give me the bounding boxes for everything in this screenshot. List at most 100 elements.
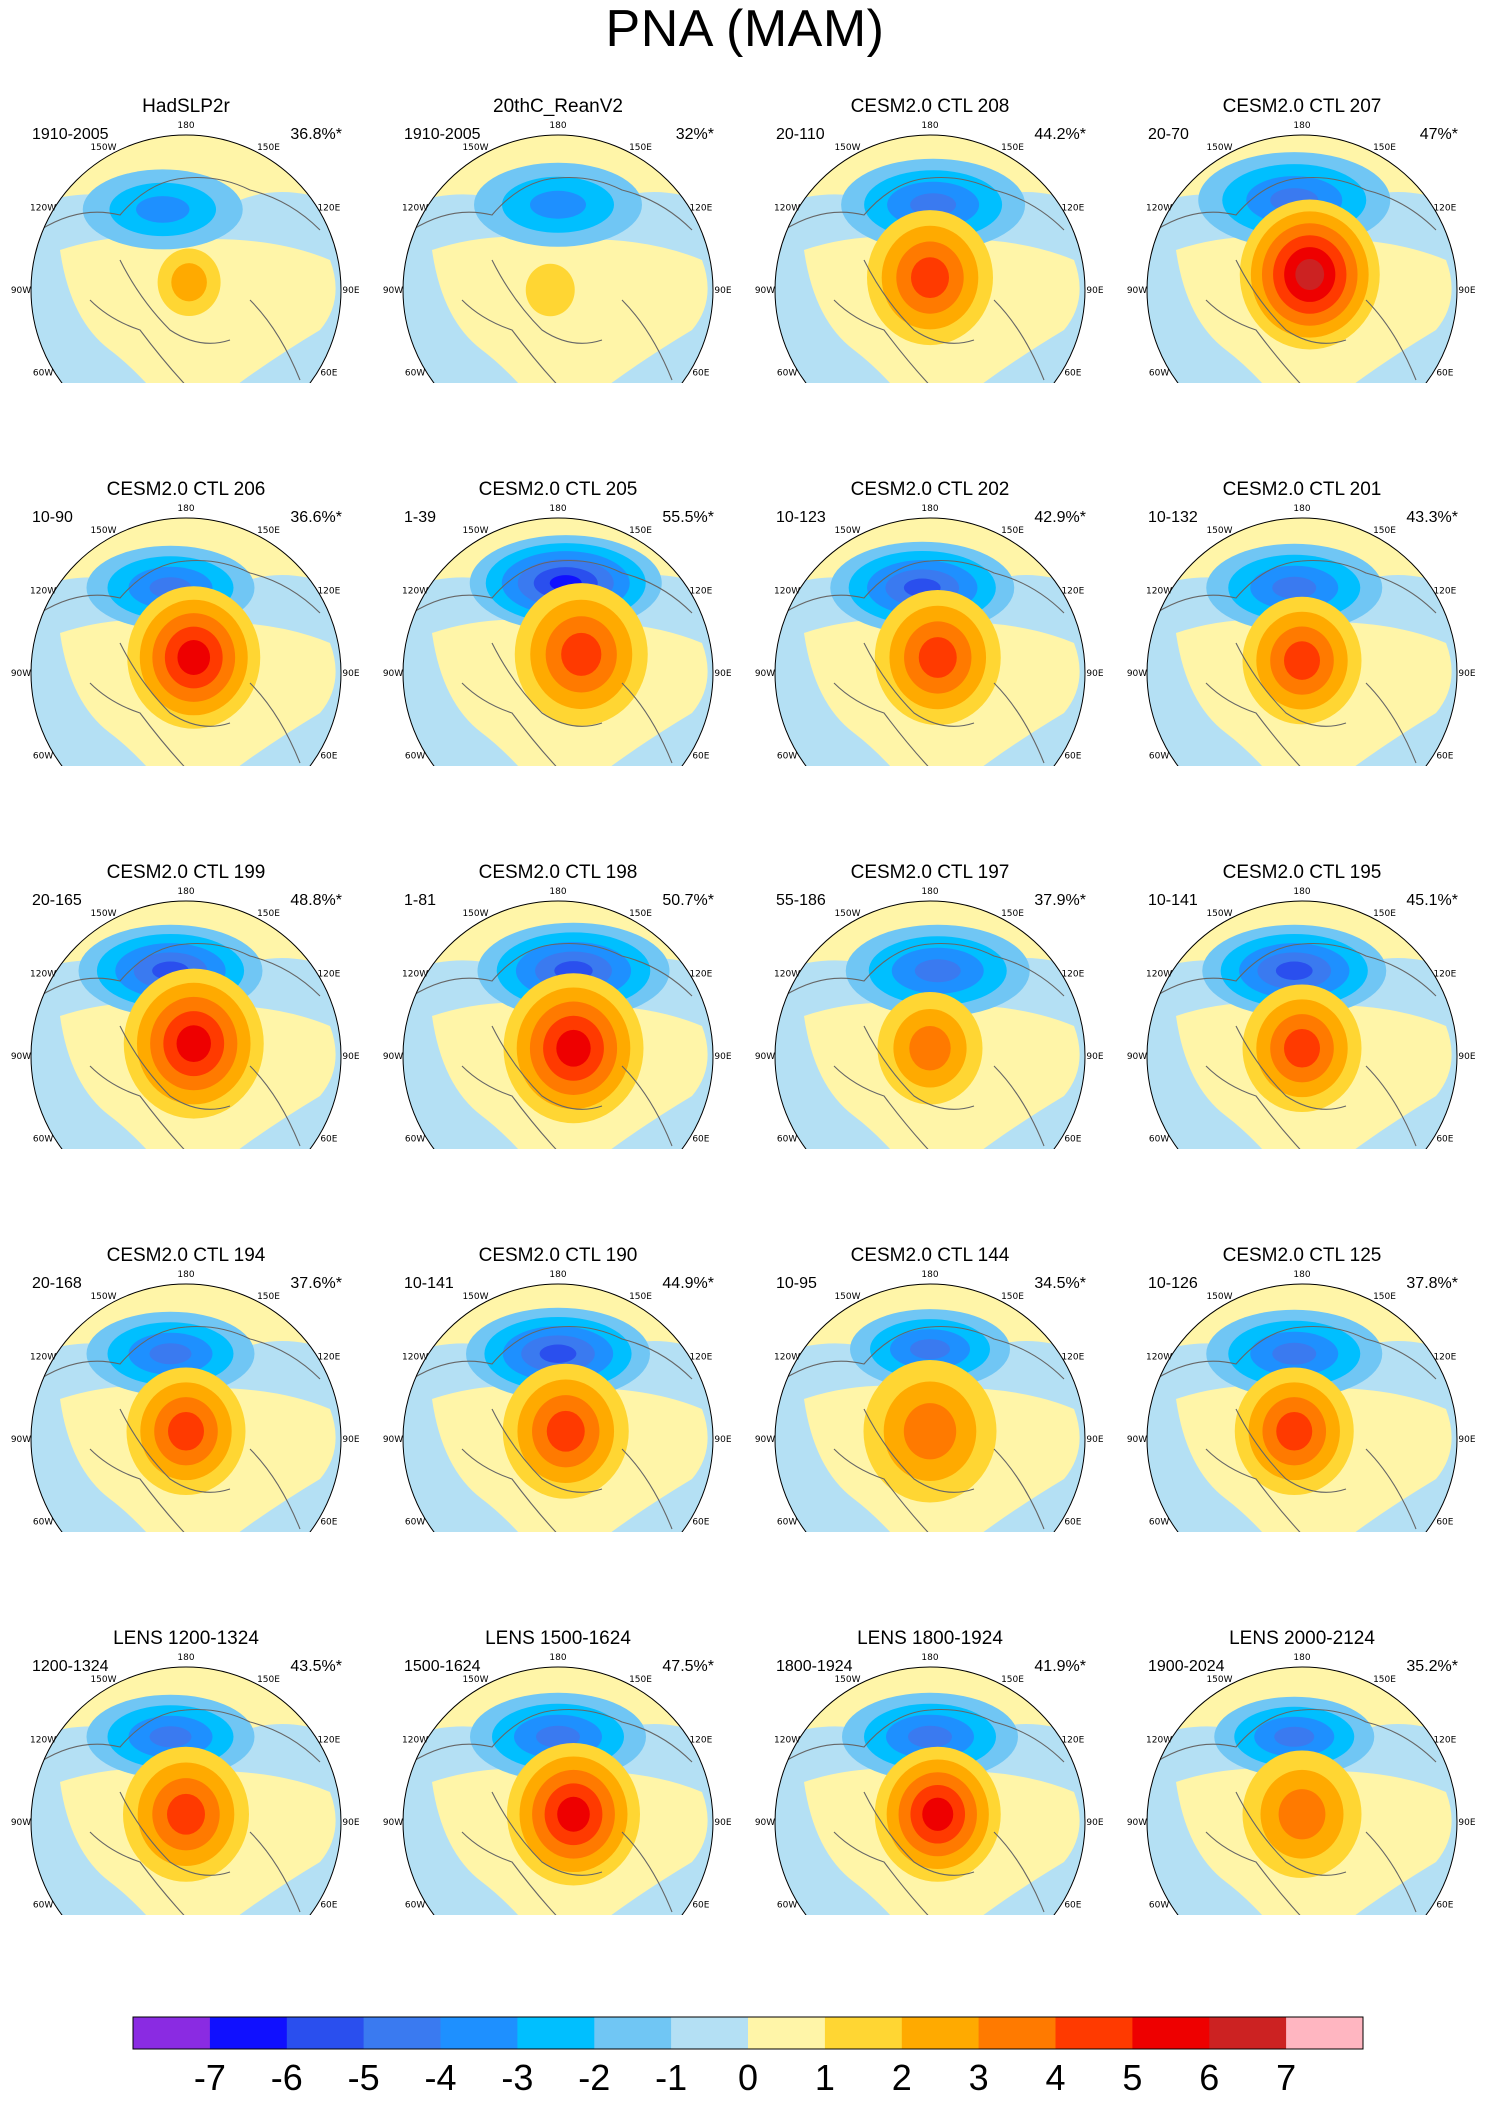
longitude-label: 120E <box>1061 1353 1084 1363</box>
colorbar-tick-label: -5 <box>347 2057 380 2098</box>
positive-contour <box>168 1411 204 1451</box>
map-boundary <box>30 900 342 1149</box>
panel-period: 1900-2024 <box>1148 1658 1225 1675</box>
panel-title: CESM2.0 CTL 199 <box>106 862 266 883</box>
colorbar-bin <box>748 2017 826 2049</box>
longitude-label: 150E <box>257 143 280 153</box>
longitude-label: 120W <box>30 1736 56 1746</box>
panel-period: 20-168 <box>32 1275 82 1292</box>
longitude-label: 150W <box>462 1675 488 1685</box>
positive-band-north <box>775 1667 1085 1742</box>
polar-map: 180150E120E90E60E30E030W60W90W120W150W <box>755 887 1104 1149</box>
longitude-label: 120W <box>774 1736 800 1746</box>
coastlines <box>39 177 321 383</box>
positive-band-center <box>804 1002 1080 1149</box>
panel-title: CESM2.0 CTL 202 <box>850 479 1010 500</box>
negative-contour <box>910 193 957 217</box>
map-panel: HadSLP2r 1910-2005 36.8%* 180 150E 120E 90E 60E… <box>0 0 372 383</box>
positive-band-north <box>31 135 341 210</box>
colorbar-bin <box>440 2017 518 2049</box>
longitude-label: 150W <box>90 909 116 919</box>
positive-band-center <box>432 236 708 383</box>
longitude-label: 90W <box>11 1435 31 1445</box>
longitude-label: 120E <box>1061 970 1084 980</box>
longitude-label: 150W <box>462 909 488 919</box>
coastlines <box>1155 1709 1437 1915</box>
colorbar-tick-label: -3 <box>501 2057 534 2098</box>
longitude-label: 150W <box>1206 1675 1232 1685</box>
longitude-label: 150W <box>1206 143 1232 153</box>
longitude-label: 90E <box>1086 1818 1103 1828</box>
longitude-label: 90W <box>1127 1052 1147 1062</box>
longitude-label: 180 <box>549 887 566 897</box>
polar-map: 180150E120E90E60E30E030W60W90W120W150W <box>11 504 360 766</box>
longitude-label: 120W <box>402 970 428 980</box>
longitude-label: 120E <box>1061 1736 1084 1746</box>
longitude-label: 60E <box>1436 369 1453 379</box>
map-boundary <box>774 1283 1086 1532</box>
map-panel: CESM2.0 CTL 144 10-95 34.5%* 180 150E 120E 90E… <box>744 1149 1116 1532</box>
polar-map: 180150E120E90E60E30E030W60W90W120W150W <box>1127 504 1476 766</box>
longitude-label: 150W <box>462 1292 488 1302</box>
positive-contour <box>525 263 575 317</box>
longitude-label: 150E <box>629 526 652 536</box>
longitude-label: 90E <box>1086 669 1103 679</box>
negative-contour <box>149 1726 192 1748</box>
panel-period: 10-123 <box>776 509 826 526</box>
longitude-label: 150W <box>90 526 116 536</box>
map-panel: CESM2.0 CTL 201 10-132 43.3%* 180 150E 120E 90… <box>1116 383 1488 766</box>
colorbar-frame <box>132 2016 1364 2050</box>
map-panel: LENS 1200-1324 1200-1324 43.5%* 180 150E 120E… <box>0 1532 372 1915</box>
longitude-label: 60W <box>1149 369 1169 379</box>
longitude-label: 150W <box>834 1292 860 1302</box>
positive-contour <box>176 1025 211 1062</box>
map-panel: CESM2.0 CTL 206 10-90 36.6%* 180 150E 120E 90E… <box>0 383 372 766</box>
panel-title: LENS 1200-1324 <box>113 1628 259 1649</box>
map-panel: CESM2.0 CTL 190 10-141 44.9%* 180 150E 120E 90… <box>372 1149 744 1532</box>
map-panel: CESM2.0 CTL 205 1-39 55.5%* 180 150E 120E 90E 6… <box>372 383 744 766</box>
longitude-label: 90E <box>1086 286 1103 296</box>
longitude-label: 120E <box>689 204 712 214</box>
coastlines <box>1155 560 1437 766</box>
colorbar-tick-label: 7 <box>1276 2057 1297 2098</box>
longitude-label: 150E <box>1373 909 1396 919</box>
panel-variance: 47%* <box>1419 126 1458 143</box>
longitude-label: 180 <box>177 121 194 131</box>
negative-contour <box>908 1725 952 1748</box>
coastlines <box>411 1709 693 1915</box>
panel-title: CESM2.0 CTL 125 <box>1222 1245 1382 1266</box>
longitude-label: 150W <box>834 526 860 536</box>
positive-contour <box>177 640 211 675</box>
polar-map: 180150E120E90E60E30E030W60W90W120W150W <box>383 504 732 766</box>
positive-band-north <box>775 1284 1085 1359</box>
panel-variance: 41.9%* <box>1034 1658 1086 1675</box>
longitude-label: 120W <box>1146 1736 1172 1746</box>
longitude-label: 90E <box>342 286 359 296</box>
longitude-label: 60W <box>405 1901 425 1911</box>
positive-contour <box>918 637 957 678</box>
positive-band-north <box>403 1667 713 1742</box>
longitude-label: 60E <box>1436 1901 1453 1911</box>
longitude-label: 180 <box>177 1653 194 1663</box>
negative-contour <box>536 1725 580 1748</box>
longitude-label: 120E <box>689 1353 712 1363</box>
longitude-label: 120E <box>317 1353 340 1363</box>
positive-contour <box>556 1029 591 1067</box>
longitude-label: 180 <box>549 1270 566 1280</box>
panel-variance: 50.7%* <box>662 892 714 909</box>
colorbar-tick-label: 6 <box>1199 2057 1220 2098</box>
map-boundary <box>1146 134 1458 383</box>
map-panel: LENS 1500-1624 1500-1624 47.5%* 180 150E 120E… <box>372 1532 744 1915</box>
map-boundary <box>774 900 1086 1149</box>
map-panel: 20thC_ReanV2 1910-2005 32%* 180 150E 120E 90E 6… <box>372 0 744 383</box>
longitude-label: 90W <box>11 669 31 679</box>
colorbar-bin <box>363 2017 441 2049</box>
panel-period: 1800-1924 <box>776 1658 853 1675</box>
longitude-label: 90W <box>383 1052 403 1062</box>
longitude-label: 60W <box>777 1135 797 1145</box>
polar-map: 180150E120E90E60E30E030W60W90W120W150W <box>755 1653 1104 1915</box>
panel-period: 55-186 <box>776 892 826 909</box>
panel-variance: 37.8%* <box>1406 1275 1458 1292</box>
positive-contour <box>167 1793 205 1835</box>
coastlines <box>783 1326 1065 1532</box>
